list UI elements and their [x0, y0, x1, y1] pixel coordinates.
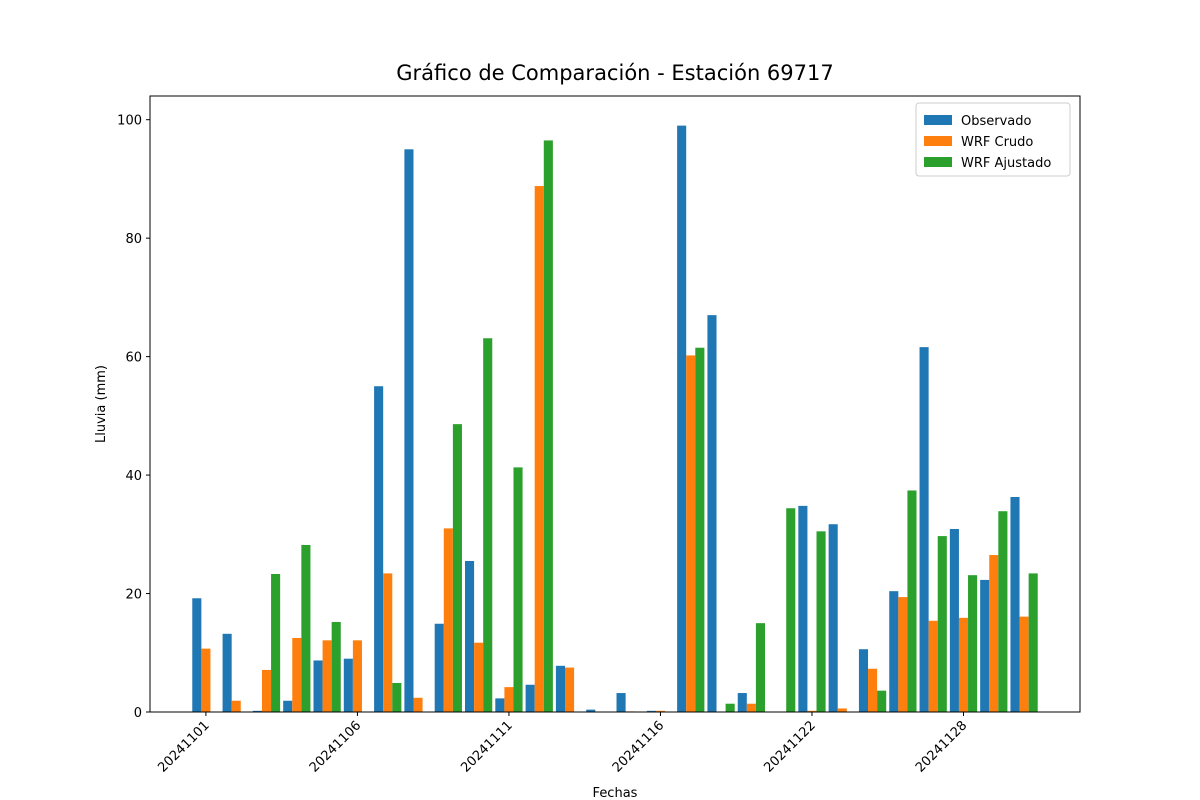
- bar: [980, 579, 990, 712]
- bar: [677, 125, 687, 713]
- bar: [755, 623, 765, 712]
- bar: [261, 669, 272, 712]
- bar: [616, 693, 626, 712]
- bar: [495, 698, 505, 712]
- bar: [828, 524, 838, 712]
- y-tick-label: 60: [125, 351, 142, 366]
- y-tick-label: 100: [117, 114, 142, 129]
- bar: [968, 575, 978, 712]
- bar: [949, 528, 959, 712]
- bar: [231, 700, 241, 712]
- bar: [474, 642, 484, 712]
- bar: [1028, 573, 1038, 712]
- y-tick-label: 80: [125, 232, 142, 247]
- bar: [655, 710, 665, 712]
- y-tick-label: 0: [134, 706, 142, 721]
- bar: [958, 617, 969, 712]
- bar: [413, 697, 423, 712]
- bar: [271, 573, 281, 712]
- bar: [646, 710, 656, 712]
- bar: [998, 511, 1008, 712]
- chart-title: Gráfico de Comparación - Estación 69717: [396, 61, 833, 85]
- bar: [837, 708, 847, 712]
- x-tick-label: 20241111: [458, 718, 515, 775]
- x-tick-label: 20241116: [610, 718, 667, 775]
- bar: [555, 665, 565, 712]
- bar: [313, 660, 323, 712]
- x-tick-label: 20241122: [761, 718, 818, 775]
- y-axis-label: Lluvia (mm): [94, 365, 109, 443]
- legend-box: [915, 102, 1071, 177]
- bar: [283, 700, 293, 712]
- y-tick-label: 40: [125, 469, 142, 484]
- bar: [868, 668, 878, 712]
- bar: [465, 560, 475, 712]
- bar: [201, 648, 211, 712]
- bar: [889, 591, 899, 712]
- bar: [543, 140, 553, 712]
- bar: [483, 338, 493, 712]
- bar: [331, 621, 341, 712]
- bar: [1019, 616, 1029, 712]
- bar: [586, 709, 596, 712]
- legend: Observado WRF Crudo WRF Ajustado: [915, 102, 1071, 177]
- bar: [443, 528, 453, 712]
- legend-label: WRF Ajustado: [961, 156, 1051, 171]
- bar: [434, 623, 444, 712]
- bar: [695, 347, 705, 712]
- bar: [452, 424, 462, 712]
- bar: [746, 703, 756, 712]
- bar: [192, 598, 202, 712]
- bar: [504, 687, 514, 712]
- bar: [404, 149, 414, 713]
- bar: [707, 315, 717, 712]
- plot-frame: [149, 95, 1081, 713]
- bar: [737, 693, 747, 712]
- bar: [725, 703, 735, 712]
- bar: [301, 544, 311, 712]
- bar: [919, 347, 929, 712]
- bar: [907, 490, 917, 712]
- bar: [786, 508, 796, 712]
- legend-swatch: [924, 157, 952, 167]
- x-tick-label: 20241106: [307, 718, 364, 775]
- legend-swatch: [924, 115, 952, 125]
- bar: [343, 658, 353, 712]
- bar: [989, 555, 999, 712]
- legend-swatch: [924, 136, 952, 146]
- bar: [928, 620, 938, 712]
- legend-label: WRF Crudo: [961, 135, 1033, 150]
- x-axis-label: Fechas: [593, 786, 638, 800]
- bar: [222, 633, 232, 712]
- bar: [565, 667, 575, 712]
- x-tick-label: 20241128: [913, 718, 970, 775]
- bar: [937, 536, 947, 712]
- bar: [525, 684, 535, 712]
- bar: [292, 637, 302, 712]
- bar: [807, 710, 817, 712]
- y-tick-label: 20: [125, 588, 142, 603]
- bar: [798, 505, 808, 712]
- bar: [352, 640, 362, 712]
- bar: [392, 682, 402, 712]
- bar: [816, 531, 826, 712]
- bar: [686, 355, 696, 712]
- bar: [383, 573, 393, 712]
- legend-label: Observado: [961, 114, 1032, 129]
- bar: [374, 386, 384, 712]
- bar: [252, 710, 262, 712]
- bar: [898, 597, 908, 712]
- bar: [513, 467, 523, 712]
- bar: [1010, 496, 1020, 712]
- x-tick-label: 20241101: [155, 718, 212, 775]
- bar: [877, 690, 887, 712]
- bar: [322, 640, 332, 712]
- bar: [534, 186, 544, 712]
- bar: [858, 649, 869, 712]
